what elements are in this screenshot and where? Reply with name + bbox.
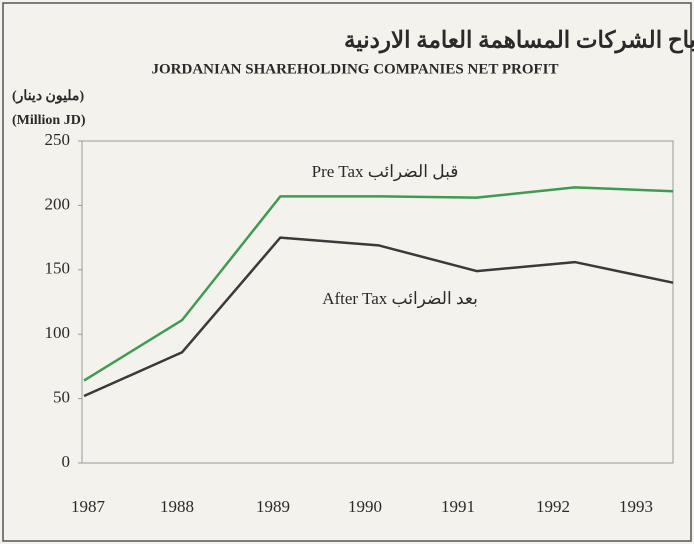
x-tick-label: 1993 [619, 497, 653, 516]
x-tick-label: 1991 [441, 497, 475, 516]
y-axis-label: (Million JD) [12, 113, 86, 128]
y-tick-label: 150 [45, 259, 71, 278]
series-line [83, 236, 674, 398]
y-tick-label: 50 [53, 388, 70, 407]
series-label: Pre Tax قبل الضرائب [312, 162, 459, 182]
y-tick-label: 0 [62, 452, 71, 471]
x-tick-label: 1988 [160, 497, 194, 516]
x-tick-label: 1987 [71, 497, 106, 516]
y-axis-label-arabic: (مليون دينار) [12, 89, 84, 104]
y-tick-label: 100 [45, 323, 71, 342]
x-tick-label: 1990 [348, 497, 382, 516]
chart-subtitle: JORDANIAN SHAREHOLDING COMPANIES NET PRO… [152, 61, 559, 77]
series-label: After Tax بعد الضرائب [322, 289, 478, 309]
x-tick-label: 1992 [536, 497, 570, 516]
x-tick-label: 1989 [256, 497, 290, 516]
series-line [83, 186, 674, 382]
chart-title: صافي ارباح الشركات المساهمة العامة الارد… [344, 27, 694, 54]
plot-frame [81, 140, 674, 464]
y-tick-label: 250 [45, 130, 71, 149]
y-tick-label: 200 [45, 194, 71, 213]
